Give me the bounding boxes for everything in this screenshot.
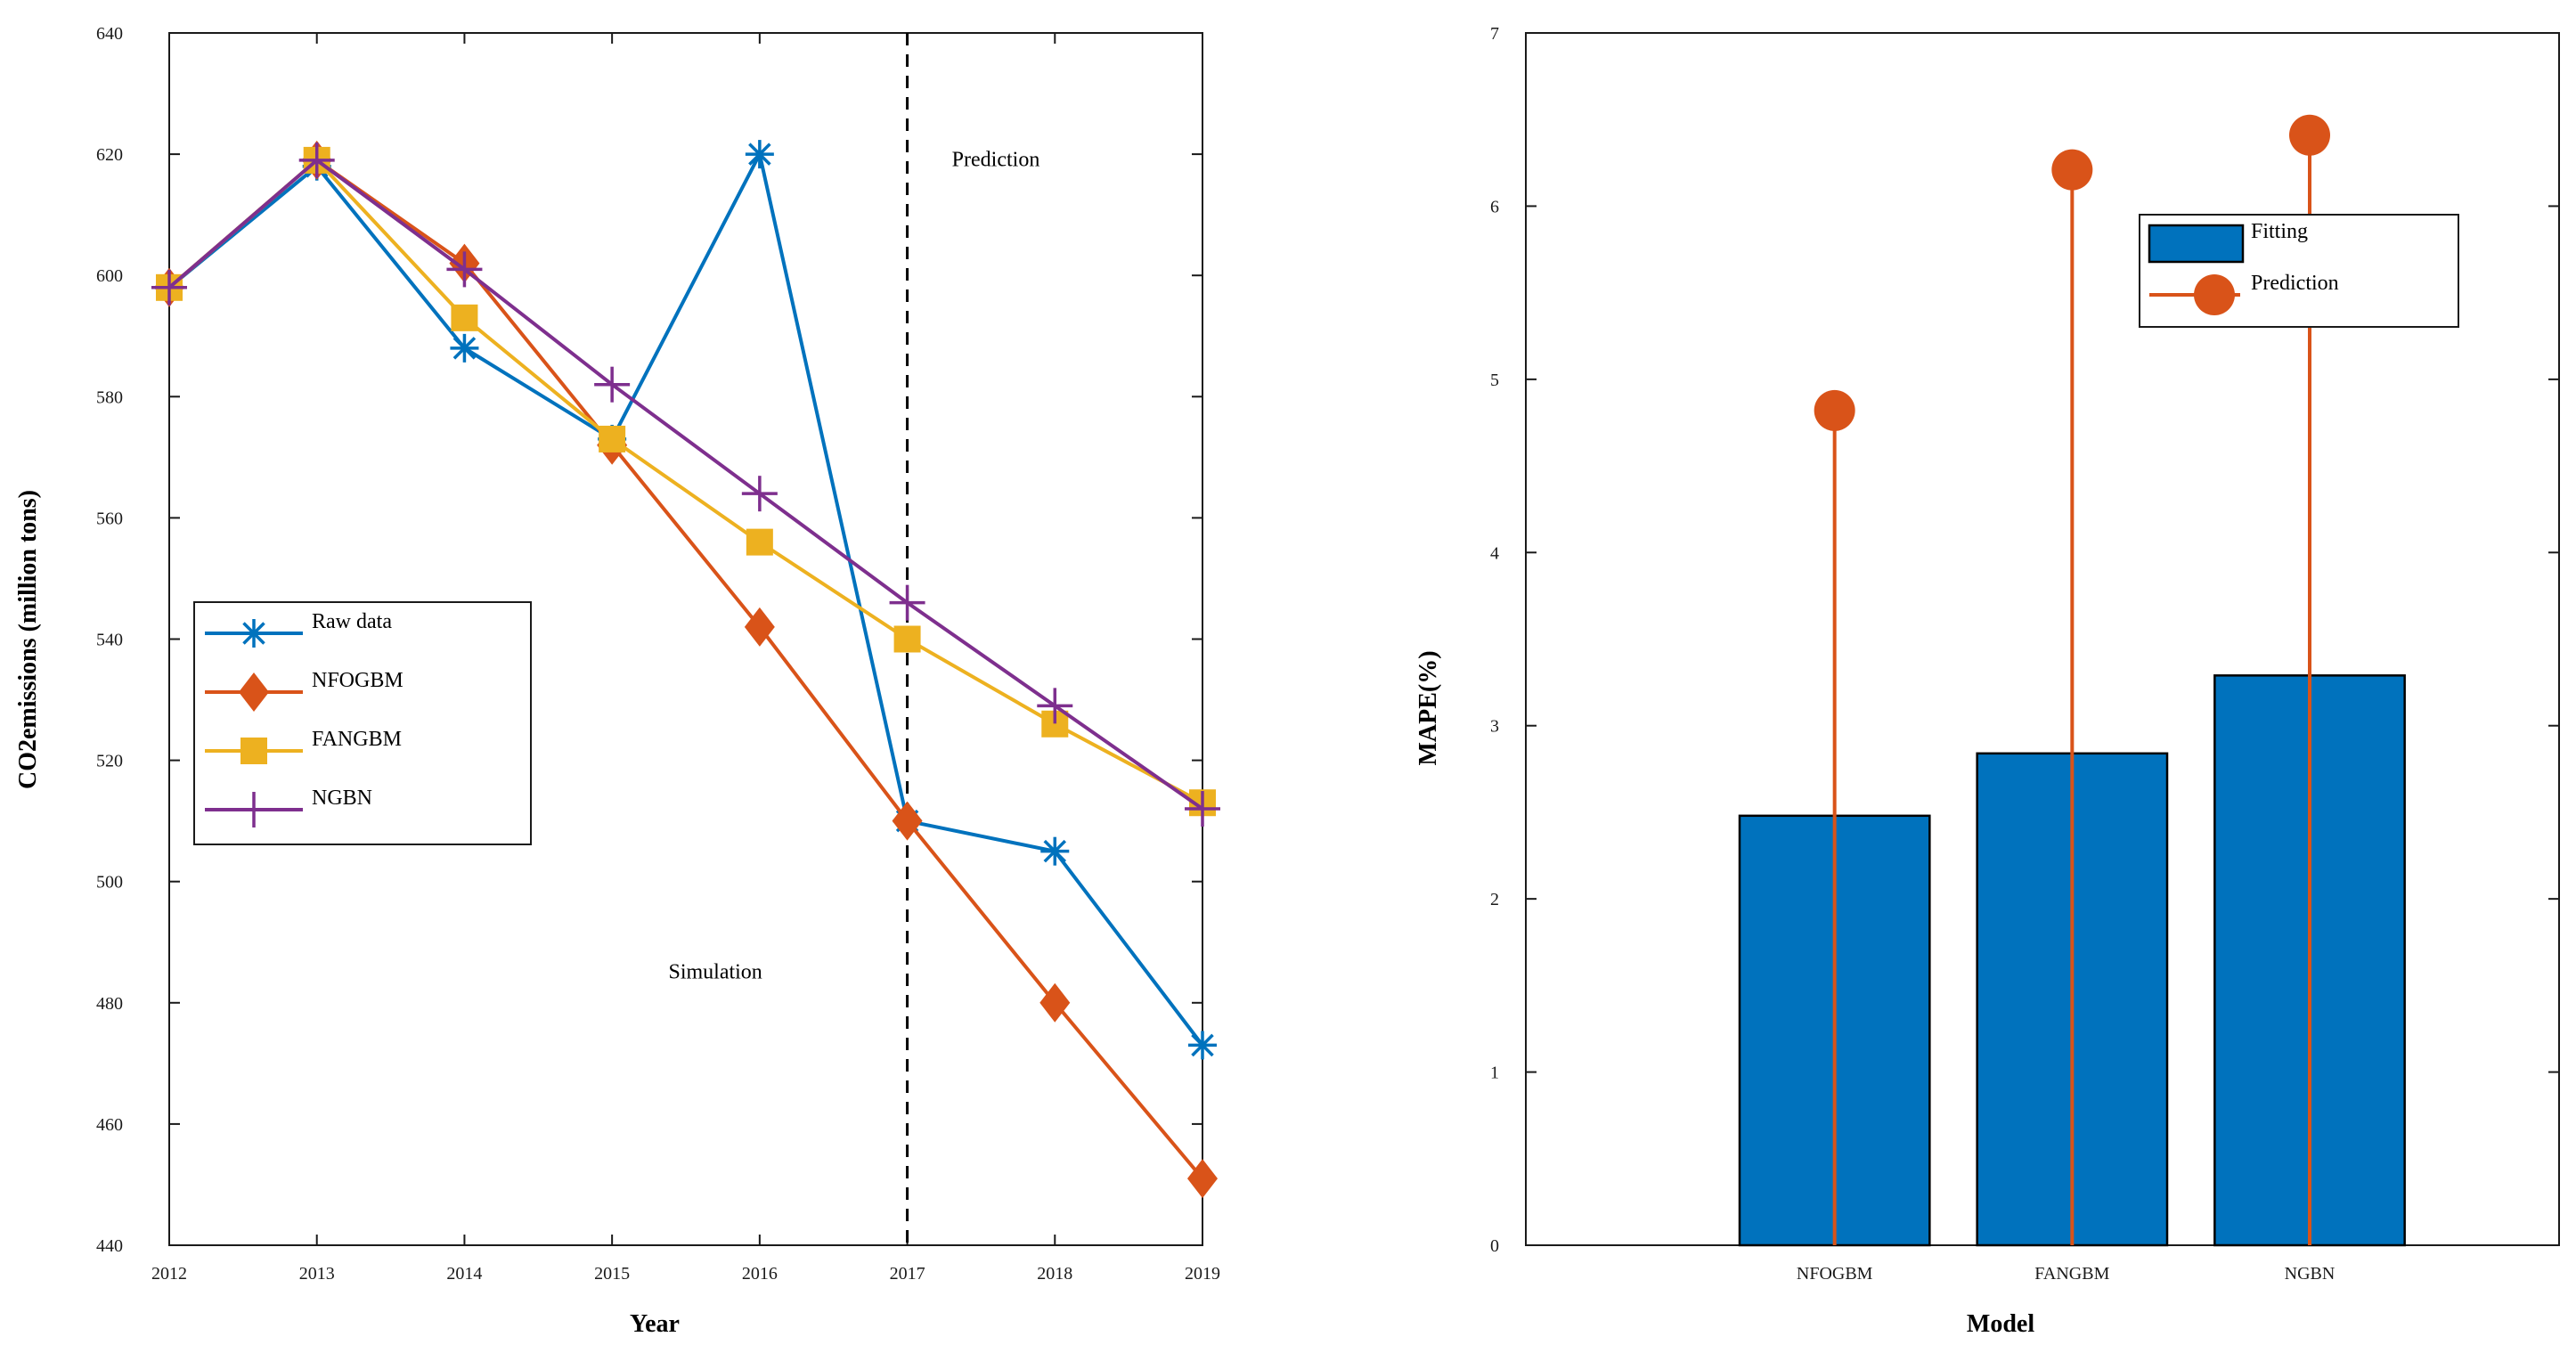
y-tick-label: 7	[1490, 24, 1499, 44]
line-chart-y-label: CO2emissions (million tons)	[14, 490, 42, 789]
legend-item: NFOGBM	[205, 669, 404, 712]
y-tick-label: 2	[1490, 890, 1499, 909]
x-tick-label: NGBN	[2285, 1264, 2336, 1284]
line-chart-legend: Raw data NFOGBM FANGBM NGBN	[193, 601, 532, 845]
data-point	[1188, 1031, 1217, 1060]
y-tick-label: 6	[1490, 197, 1499, 216]
series-line	[167, 158, 1203, 804]
legend-marker	[240, 619, 268, 648]
x-tick-label: FANGBM	[2034, 1264, 2109, 1284]
data-point	[892, 801, 923, 841]
prediction-stem	[1814, 389, 1855, 1245]
bar-chart-y-ticks: 0 1 2 3 4 5 6 7	[1490, 24, 2559, 1256]
y-tick-label: 3	[1490, 717, 1499, 737]
legend-item: Prediction	[2149, 272, 2339, 315]
legend-swatch	[2148, 224, 2245, 264]
bar-chart-stems	[1814, 114, 2330, 1245]
series-fangbm	[156, 146, 1216, 817]
y-tick-label: 640	[96, 24, 123, 44]
legend-marker	[236, 792, 272, 827]
data-point	[450, 333, 479, 363]
legend-box	[193, 601, 532, 845]
x-tick-label: 2017	[890, 1264, 925, 1284]
legend-item: Fitting	[2148, 220, 2308, 264]
legend-marker	[240, 738, 267, 764]
data-point	[741, 476, 778, 512]
legend-item: FANGBM	[205, 728, 402, 764]
x-tick-label: 2019	[1185, 1264, 1220, 1284]
data-point	[744, 607, 775, 647]
series-line	[167, 158, 1204, 811]
bar-chart-y-label: MAPE(%)	[1414, 650, 1442, 765]
x-tick-label: 2014	[446, 1264, 482, 1284]
stem-marker	[2051, 149, 2093, 191]
y-tick-label: 560	[96, 509, 123, 528]
legend-label: Prediction	[2251, 272, 2339, 295]
line-chart-x-label: Year	[630, 1310, 680, 1338]
legend-label: NFOGBM	[312, 669, 404, 692]
y-tick-label: 540	[96, 631, 123, 650]
legend-label: NGBN	[312, 787, 372, 810]
legend-label: FANGBM	[312, 728, 402, 751]
legend-marker	[239, 672, 269, 712]
data-point	[151, 269, 187, 306]
simulation-annotation: Simulation	[668, 961, 762, 984]
data-point	[446, 251, 483, 288]
stem-marker	[2289, 114, 2330, 156]
data-point	[893, 625, 921, 653]
data-point	[745, 140, 774, 169]
x-tick-label: 2013	[299, 1264, 335, 1284]
line-chart-x-ticks: 2012 2013 2014 2015 2016 2017 2018 2019	[151, 33, 1220, 1284]
bar-chart-x-label: Model	[1967, 1310, 2034, 1338]
y-tick-label: 520	[96, 752, 123, 771]
data-point	[1040, 836, 1070, 866]
data-point	[746, 528, 773, 556]
data-point	[298, 142, 335, 178]
y-tick-label: 440	[96, 1236, 123, 1256]
series-line	[167, 152, 1204, 1047]
x-tick-label: 2012	[151, 1264, 187, 1284]
data-point	[1037, 688, 1073, 724]
stem-marker	[1814, 389, 1855, 431]
x-tick-label: 2015	[594, 1264, 630, 1284]
y-tick-label: 0	[1490, 1236, 1499, 1256]
data-point	[1039, 982, 1071, 1023]
y-tick-label: 1	[1490, 1064, 1499, 1083]
y-tick-label: 500	[96, 873, 123, 893]
y-tick-label: 4	[1490, 543, 1499, 563]
y-tick-label: 5	[1490, 371, 1499, 390]
prediction-stem	[2051, 149, 2093, 1245]
line-chart-y-ticks: 440 460 480 500 520 540 560 580 600 620 640	[96, 24, 1202, 1256]
legend-item: Raw data	[205, 610, 392, 648]
data-point	[594, 366, 631, 403]
data-point	[451, 304, 478, 331]
data-point	[599, 425, 626, 452]
legend-label: Raw data	[312, 610, 392, 633]
y-tick-label: 620	[96, 145, 123, 165]
legend-marker	[2194, 274, 2235, 315]
line-chart-series	[151, 140, 1220, 1199]
data-point	[1187, 1159, 1218, 1199]
legend-item: NGBN	[205, 787, 372, 827]
x-tick-label: 2018	[1037, 1264, 1072, 1284]
x-tick-label: NFOGBM	[1797, 1264, 1873, 1284]
data-point	[1185, 791, 1220, 827]
prediction-annotation: Prediction	[952, 149, 1040, 172]
data-point	[889, 584, 925, 621]
x-tick-label: 2016	[742, 1264, 778, 1284]
y-tick-label: 460	[96, 1115, 123, 1135]
series-ngbn	[151, 142, 1220, 827]
y-tick-label: 480	[96, 994, 123, 1014]
y-tick-label: 580	[96, 387, 123, 407]
y-tick-label: 600	[96, 266, 123, 286]
legend-label: Fitting	[2251, 220, 2308, 243]
bar-chart-legend: Fitting Prediction	[2139, 214, 2459, 328]
